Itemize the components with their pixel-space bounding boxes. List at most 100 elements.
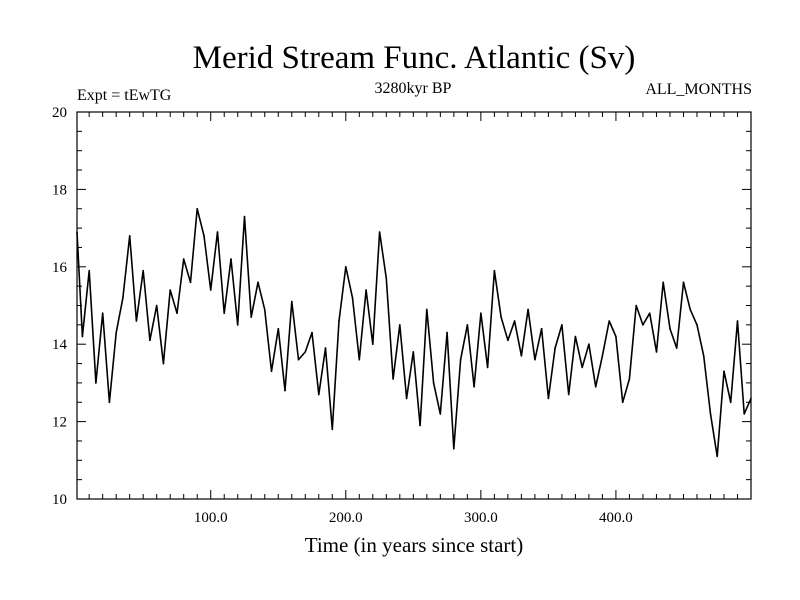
data-point — [270, 370, 273, 373]
y-tick-label: 20 — [52, 105, 67, 121]
data-point — [689, 308, 691, 311]
data-point — [372, 343, 374, 346]
data-point — [507, 339, 509, 342]
data-point — [480, 312, 482, 315]
x-tick-label: 400.0 — [599, 510, 633, 526]
data-point — [155, 304, 158, 307]
data-point — [540, 327, 543, 330]
data-point — [284, 389, 286, 392]
data-point — [574, 335, 577, 338]
data-point — [223, 312, 225, 315]
data-point — [318, 393, 320, 396]
data-point — [419, 424, 421, 427]
data-point — [176, 312, 178, 315]
data-point — [459, 358, 462, 361]
data-point — [392, 378, 394, 380]
data-point — [149, 339, 151, 342]
data-point — [399, 324, 401, 326]
data-point — [196, 208, 198, 210]
data-point — [581, 366, 583, 369]
y-tick-label: 16 — [52, 260, 68, 276]
x-tick-label: 300.0 — [464, 510, 498, 526]
data-point — [723, 370, 725, 373]
data-point — [466, 324, 469, 326]
data-point — [209, 289, 212, 291]
data-point — [338, 320, 340, 322]
data-point — [432, 382, 435, 384]
axis-tick-labels: 10 12 14 16 18 20 100.0 200.0 300.0 400.0 — [52, 105, 633, 526]
y-tick-label: 14 — [52, 337, 68, 353]
data-point — [182, 258, 185, 260]
data-point — [385, 277, 388, 280]
data-point — [601, 355, 604, 357]
data-point — [230, 258, 232, 260]
chart-title: Merid Stream Func. Atlantic (Sv) — [193, 40, 636, 76]
data-point — [426, 308, 428, 311]
data-point — [76, 231, 78, 233]
data-point — [263, 308, 266, 311]
data-point — [236, 324, 239, 326]
subtitle-right: ALL_MONTHS — [645, 81, 752, 98]
data-point — [453, 447, 455, 450]
x-tick-label: 100.0 — [194, 510, 228, 526]
data-point — [128, 235, 131, 237]
subtitle-center: 3280kyr BP — [375, 80, 452, 97]
data-point — [662, 281, 664, 284]
data-point — [493, 269, 496, 272]
data-point — [358, 358, 361, 361]
data-point — [162, 362, 165, 365]
data-point — [365, 289, 367, 291]
data-point — [142, 269, 144, 272]
data-point — [331, 428, 334, 431]
data-point — [108, 401, 111, 404]
data-point — [750, 397, 752, 400]
y-tick-label: 12 — [52, 415, 67, 431]
data-point — [513, 320, 516, 322]
data-point — [716, 455, 718, 458]
data-point — [561, 324, 563, 326]
data-point — [277, 327, 280, 330]
data-point — [554, 347, 556, 349]
data-point — [216, 231, 219, 233]
data-point — [615, 335, 617, 338]
data-point — [682, 281, 685, 284]
data-point — [250, 316, 252, 318]
data-point — [486, 366, 489, 369]
data-point — [527, 308, 529, 311]
data-point — [547, 397, 550, 400]
data-point — [736, 320, 739, 322]
data-point — [743, 413, 745, 415]
y-tick-label: 10 — [52, 492, 67, 508]
series-points — [76, 208, 752, 458]
data-point — [608, 320, 610, 322]
data-point — [439, 413, 442, 415]
data-point — [534, 358, 536, 361]
data-point — [257, 281, 259, 284]
data-point — [101, 312, 104, 315]
data-point — [324, 347, 327, 349]
data-point — [635, 304, 637, 307]
data-point — [122, 297, 124, 299]
data-point — [588, 343, 590, 346]
data-point — [446, 331, 448, 334]
data-point — [473, 386, 475, 388]
data-point — [642, 324, 644, 326]
data-point — [297, 358, 300, 361]
x-axis-label: Time (in years since start) — [305, 533, 524, 557]
data-point — [189, 281, 192, 284]
data-point — [243, 215, 246, 218]
data-point — [304, 351, 307, 353]
data-point — [405, 397, 408, 400]
data-point — [351, 297, 354, 299]
data-point — [594, 386, 597, 388]
data-point — [88, 269, 90, 272]
data-point — [628, 378, 631, 380]
data-point — [500, 316, 502, 318]
data-point — [135, 320, 138, 322]
subtitle-left: Expt = tEwTG — [77, 87, 172, 104]
data-point — [115, 331, 117, 334]
series-line — [76, 208, 752, 458]
data-point — [669, 327, 671, 330]
data-point — [709, 413, 712, 415]
